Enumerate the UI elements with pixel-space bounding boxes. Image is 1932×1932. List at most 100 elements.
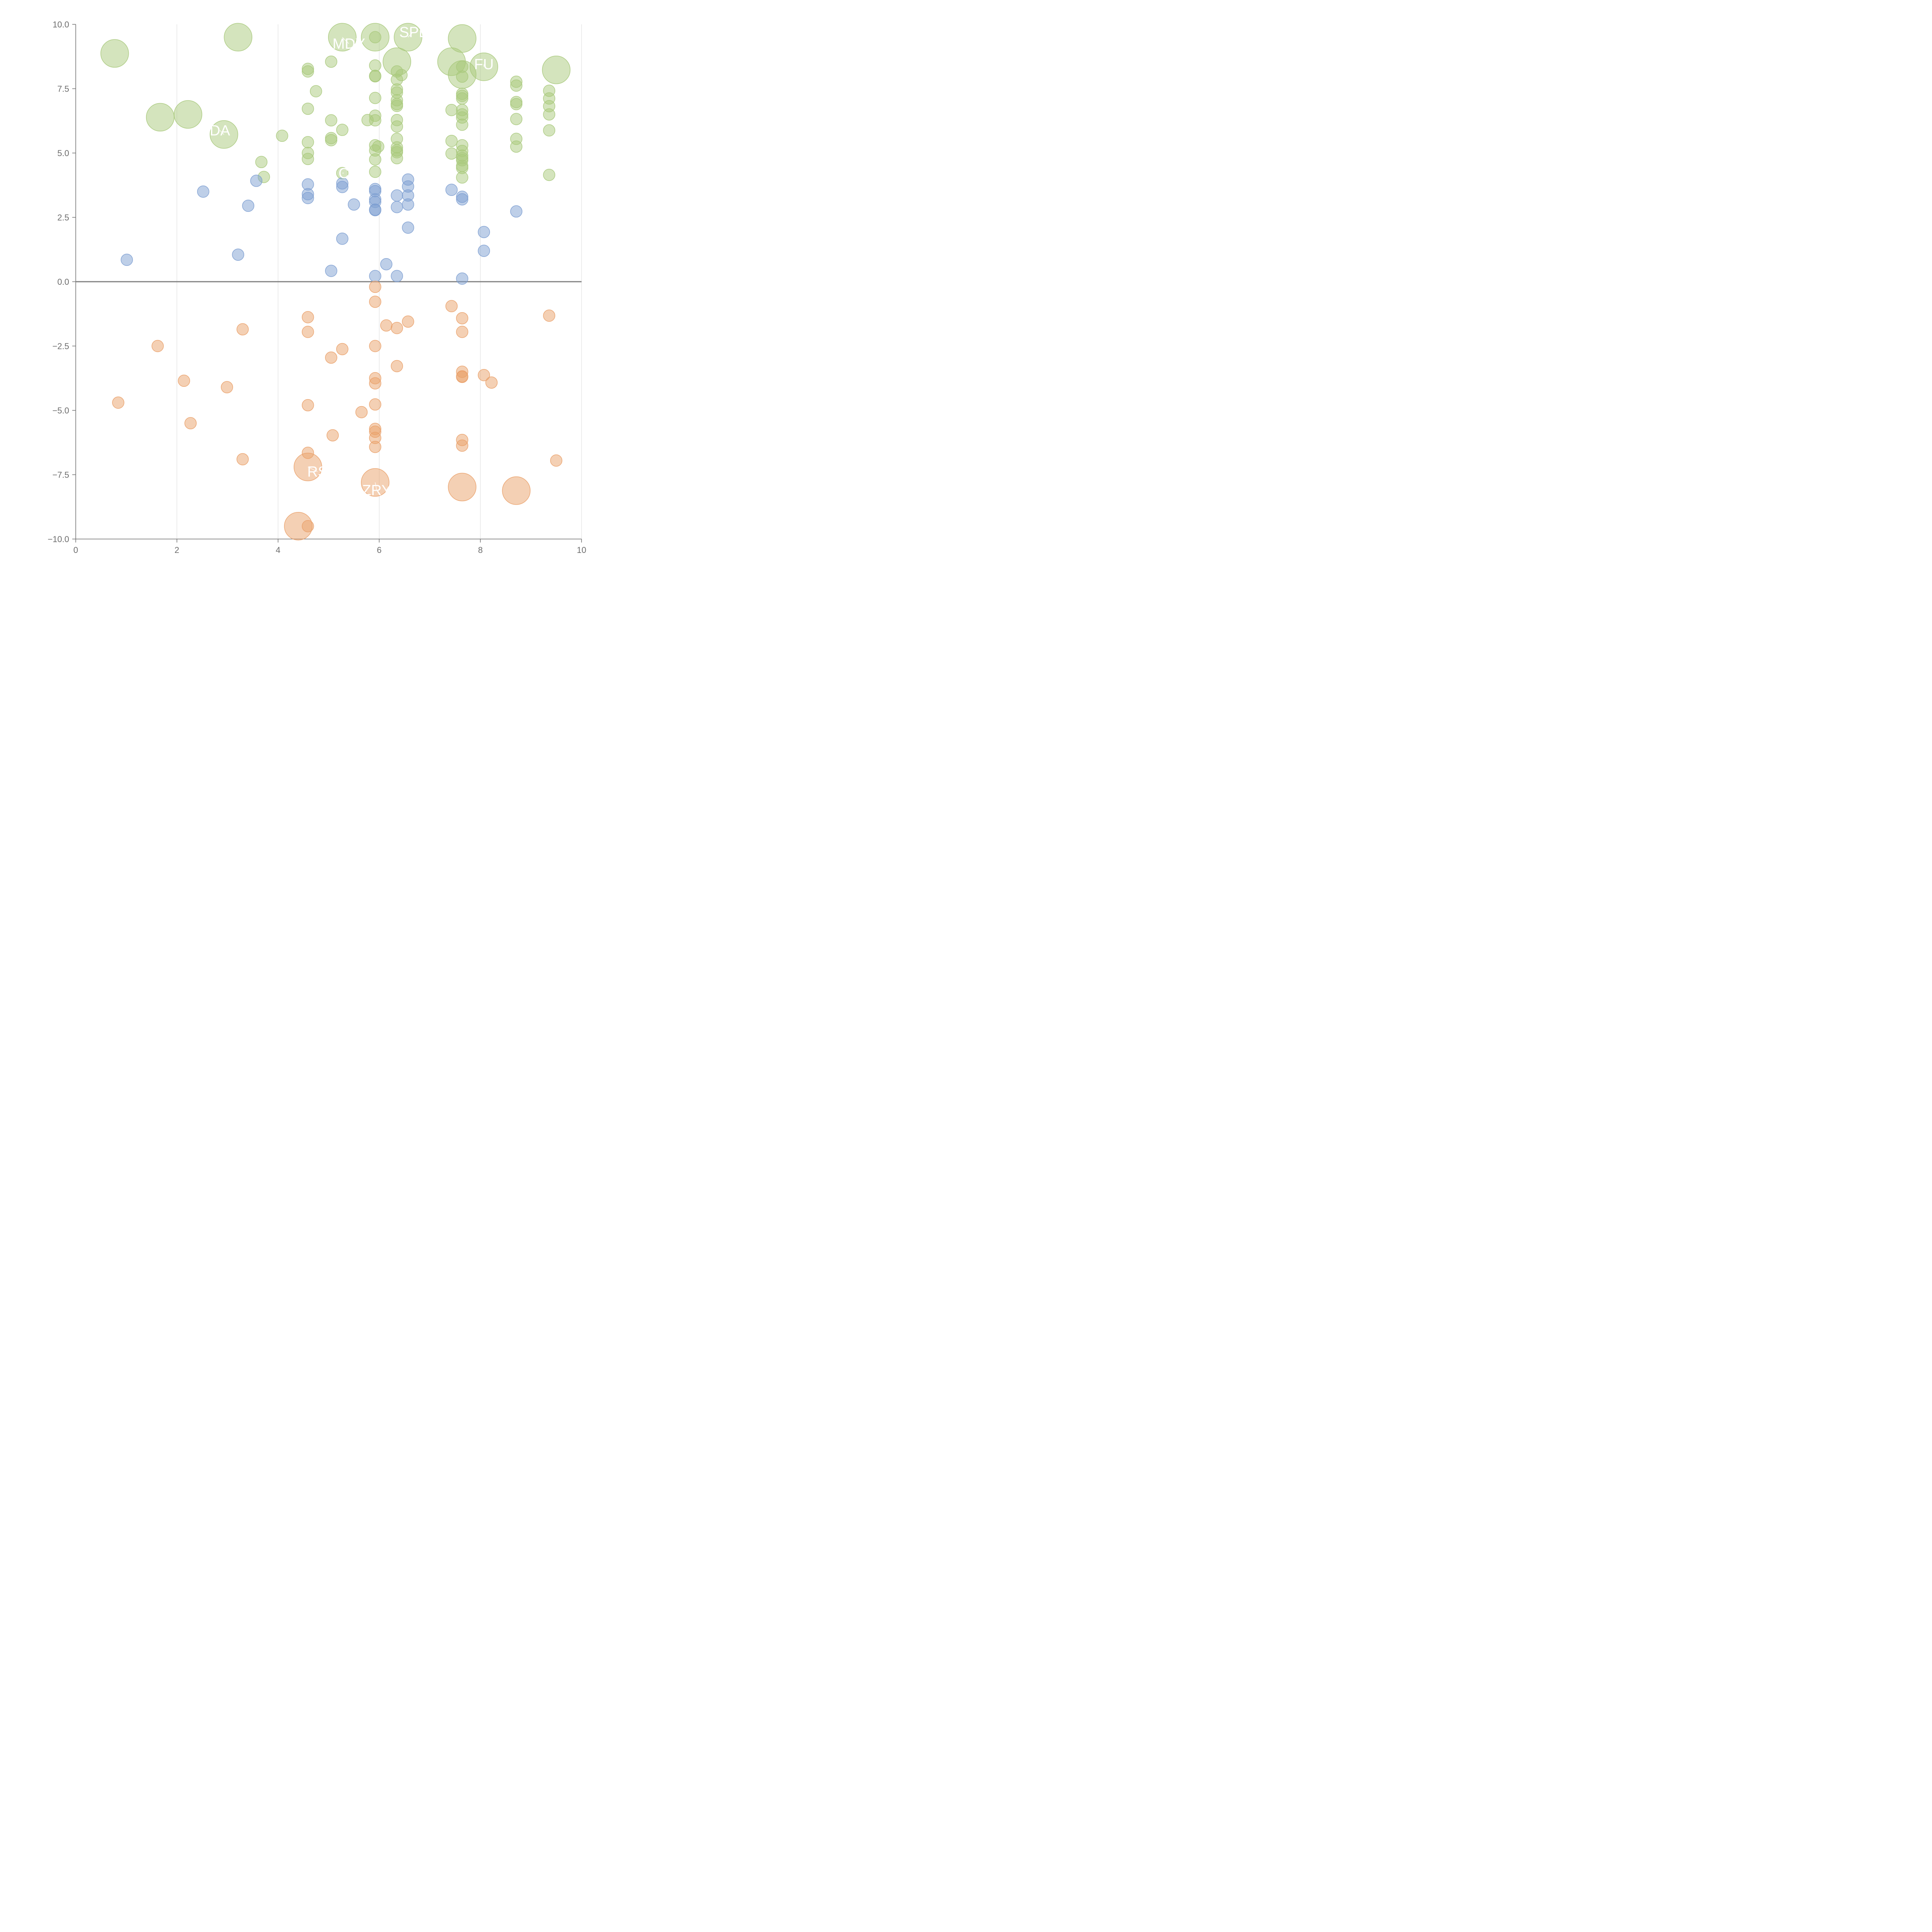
data-point-high (369, 92, 381, 104)
data-point-mid (348, 198, 360, 211)
data-point-low (456, 439, 468, 452)
x-tick-label: 10 (577, 545, 586, 555)
data-point-high (543, 168, 555, 181)
x-tick-label: 6 (377, 545, 381, 555)
annotation-label: FU (474, 56, 494, 73)
annotation-label: DA (210, 122, 230, 139)
data-point-high (369, 153, 381, 166)
data-point-mid (336, 233, 349, 245)
data-point-high (510, 79, 522, 92)
x-tick-label: 4 (276, 545, 280, 555)
data-point-high (325, 114, 337, 127)
data-point-high (391, 100, 403, 112)
annotations: DA MDY SPL FU RS ZRY C (210, 24, 494, 498)
data-point-low (112, 396, 124, 409)
data-point-low (456, 326, 468, 338)
annotation-leader (408, 32, 413, 37)
data-point-high (456, 92, 468, 105)
annotation-label: SPL (399, 24, 427, 41)
data-point-mid (336, 181, 349, 193)
annotation-label: RS (307, 464, 328, 480)
x-tick-label: 0 (73, 545, 78, 555)
annotation-label: C (338, 165, 349, 182)
data-point-mid (445, 184, 458, 196)
data-point-high (146, 103, 175, 132)
data-point-low (391, 360, 403, 372)
y-tick-label: 5.0 (57, 148, 69, 158)
data-point-high (445, 134, 458, 147)
data-point-high (302, 102, 314, 115)
data-point-low (369, 281, 381, 293)
data-point-mid (369, 270, 381, 282)
data-point-high (173, 100, 202, 129)
data-point-high (542, 56, 571, 84)
data-point-mid (478, 226, 490, 238)
data-point-mid (232, 248, 244, 261)
data-point-low (369, 296, 381, 308)
data-point-low (445, 300, 458, 313)
data-point-low (336, 343, 349, 355)
data-point-mid (402, 221, 414, 234)
data-point-mid (242, 199, 255, 212)
data-point-mid (121, 253, 133, 266)
data-point-mid (510, 205, 522, 218)
y-ticks: 10.0 7.5 5.0 2.5 0.0 −2.5 −5.0 −7.5 −10.0 (48, 20, 76, 544)
annotation-label: MDY (333, 36, 365, 52)
data-point-low (221, 381, 233, 393)
y-tick-label: 2.5 (57, 213, 69, 223)
y-tick-label: 7.5 (57, 84, 69, 94)
data-point-low (302, 520, 314, 532)
data-point-low (302, 326, 314, 338)
data-point-high (543, 108, 555, 121)
data-point-mid (197, 185, 209, 198)
data-point-low (325, 351, 337, 364)
data-point-high (445, 147, 458, 160)
data-point-mid (478, 245, 490, 257)
data-point-low (327, 429, 339, 442)
data-point-high (224, 23, 252, 52)
y-tick-label: −5.0 (53, 406, 69, 415)
data-point-mid (391, 201, 403, 213)
data-point-high (325, 134, 337, 146)
data-point-high (456, 171, 468, 184)
annotation-leader (219, 130, 224, 135)
data-point-high (302, 136, 314, 148)
data-point-high (302, 153, 314, 165)
data-point-low (391, 322, 403, 334)
data-point-high (369, 114, 381, 127)
data-point-high (510, 113, 522, 125)
data-point-mid (456, 193, 468, 206)
x-tick-label: 2 (175, 545, 179, 555)
data-point-low (550, 454, 563, 467)
data-point-low (380, 319, 393, 332)
x-ticks: 0 2 4 6 8 10 (73, 539, 586, 555)
data-point-high (369, 70, 381, 83)
data-point-low (302, 399, 314, 412)
data-point-low (236, 453, 249, 466)
data-point-low (456, 371, 468, 383)
annotation-leader (308, 466, 318, 472)
data-point-high (456, 118, 468, 131)
data-point-low (184, 417, 197, 430)
data-point-low (369, 440, 381, 453)
y-tick-label: 0.0 (57, 277, 69, 287)
data-point-mid (369, 204, 381, 216)
annotation-leader (375, 482, 377, 490)
data-point-high (302, 65, 314, 78)
data-point-high (336, 124, 349, 136)
data-point-mid (380, 258, 393, 270)
data-point-high (100, 39, 129, 68)
data-point-high (543, 124, 555, 137)
data-point-high (369, 165, 381, 178)
x-tick-label: 8 (478, 545, 483, 555)
annotation-leaders (219, 32, 485, 490)
annotation-label: ZRY (362, 482, 391, 498)
data-point-high (372, 140, 384, 153)
data-point-low (355, 406, 368, 418)
data-point-low (369, 398, 381, 411)
data-point-low (178, 374, 190, 387)
data-point-mid (302, 192, 314, 204)
data-point-high (391, 152, 403, 165)
data-point-low (151, 340, 164, 352)
data-point-high (276, 129, 288, 142)
